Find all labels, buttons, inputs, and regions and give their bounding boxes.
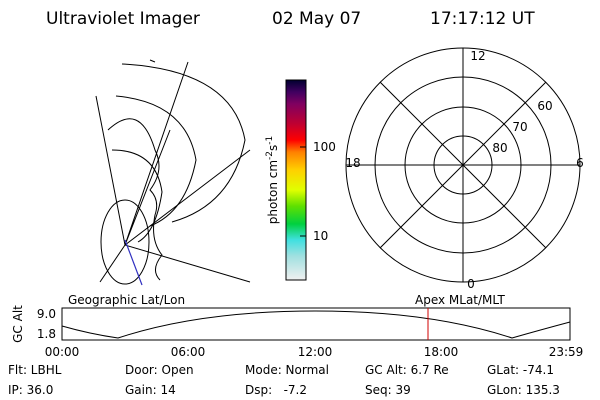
mlat-label: 70 xyxy=(512,120,527,134)
x-tick-label: 23:59 xyxy=(549,345,584,359)
status-field: Gain: 14 xyxy=(125,383,176,397)
colorbar: 100 10 photon cm-2s-1 xyxy=(265,79,336,281)
status-field: GC Alt: 6.7 Re xyxy=(365,363,449,377)
mlt-label: 18 xyxy=(345,156,360,170)
x-tick-label: 18:00 xyxy=(424,345,459,359)
y-tick-label: 1.8 xyxy=(37,327,56,341)
mlt-label: 0 xyxy=(467,277,475,291)
mlat-label: 80 xyxy=(492,141,507,155)
map-label: Geographic Lat/Lon xyxy=(68,293,185,307)
altitude-plot: GC Alt 9.0 1.8 00:00 06:00 12:00 18:00 2… xyxy=(11,305,583,359)
axis-label: GC Alt xyxy=(11,305,25,343)
map-label: Apex MLat/MLT xyxy=(415,293,505,307)
instrument: Ultraviolet Imager xyxy=(46,9,200,29)
status-field: Mode: Normal xyxy=(245,363,329,377)
status-field: Seq: 39 xyxy=(365,383,411,397)
status-field: GLat: -74.1 xyxy=(487,363,554,377)
colorbar-tick: 10 xyxy=(313,229,328,243)
colorbar-unit: photon cm-2s-1 xyxy=(265,136,280,225)
time: 17:17:12 UT xyxy=(430,9,535,29)
mlat-label: 60 xyxy=(537,99,552,113)
date: 02 May 07 xyxy=(272,9,361,29)
x-tick-label: 00:00 xyxy=(45,345,80,359)
polar-plot: 12 18 6 0 60 70 80 xyxy=(345,47,584,291)
status-field: IP: 36.0 xyxy=(8,383,53,397)
x-tick-label: 06:00 xyxy=(171,345,206,359)
status-field: Dsp: -7.2 xyxy=(245,383,307,397)
status-field: Door: Open xyxy=(125,363,194,377)
geographic-map xyxy=(95,59,251,286)
mlt-label: 12 xyxy=(470,49,485,63)
x-tick-label: 12:00 xyxy=(298,345,333,359)
status-panel: Flt: LBHL Door: Open Mode: Normal GC Alt: 6… xyxy=(8,363,560,397)
status-field: Flt: LBHL xyxy=(8,363,62,377)
status-field: GLon: 135.3 xyxy=(487,383,560,397)
y-tick-label: 9.0 xyxy=(37,307,56,321)
mlt-label: 6 xyxy=(576,156,584,170)
colorbar-tick: 100 xyxy=(313,140,336,154)
